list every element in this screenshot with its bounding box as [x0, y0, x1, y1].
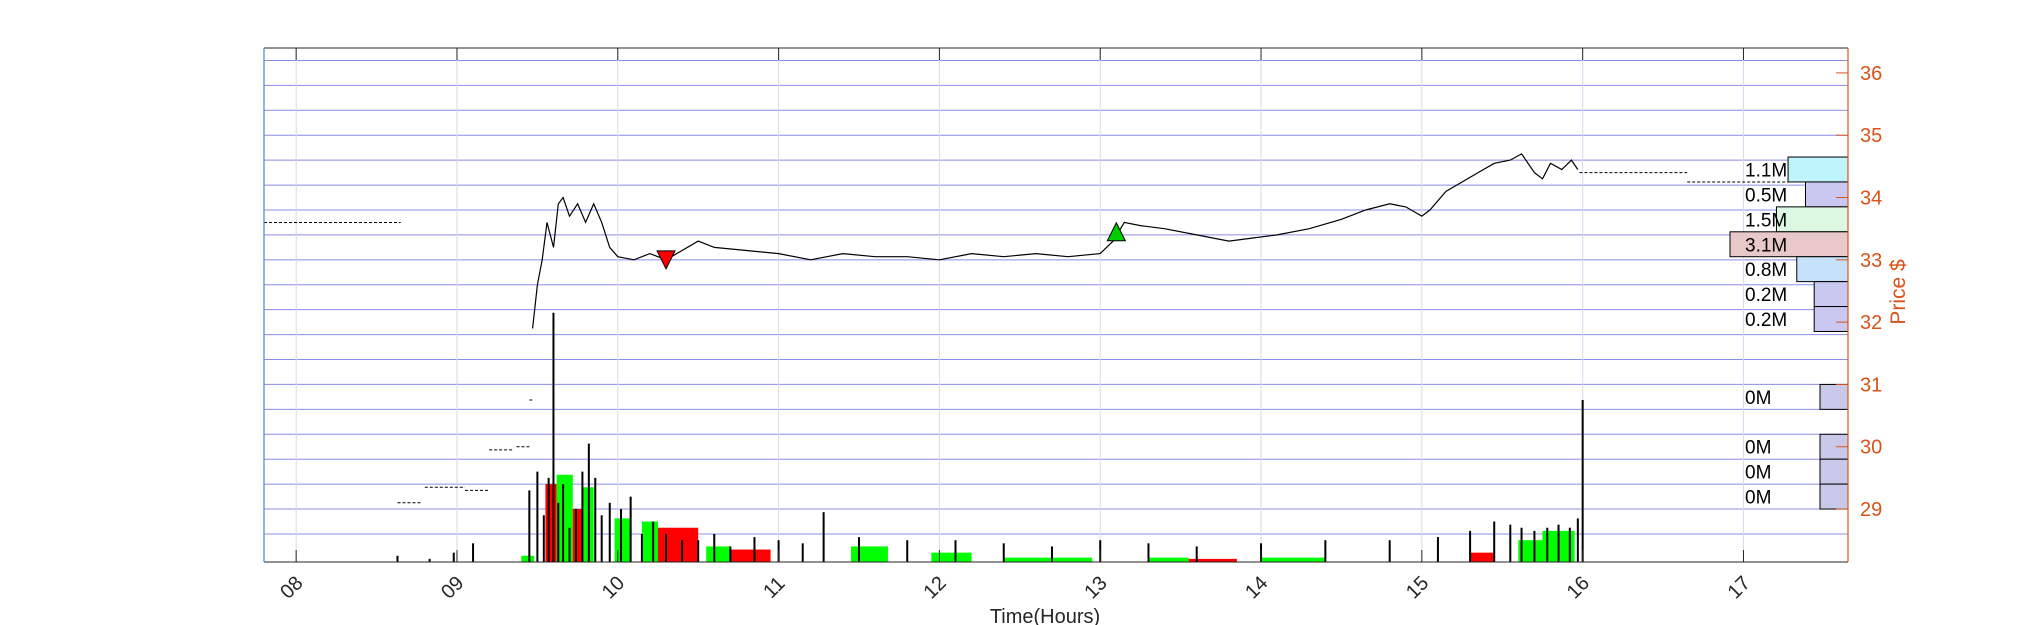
y-tick-label: 36 [1860, 63, 1882, 85]
x-tick-label: 16 [1563, 572, 1594, 603]
profile-label: 0M [1745, 388, 1771, 409]
price-line [532, 153, 1579, 329]
volume-block [850, 546, 888, 562]
profile-bar [1819, 483, 1849, 510]
profile-bar [1796, 256, 1849, 283]
y-tick-label: 34 [1860, 188, 1882, 210]
volume-block [1188, 558, 1237, 562]
volume-profile: 1.1M 0.5M 1.5M 3.1M 0.8M 0.2M 0.2M 0M 0M 0M 0M [1729, 156, 1849, 510]
x-tick-label: 12 [920, 572, 951, 603]
y-axis-label: Price $ [1887, 259, 1910, 325]
x-tick-label: 11 [759, 573, 789, 603]
y-tick-label: 30 [1860, 437, 1882, 459]
profile-label: 1.5M [1745, 210, 1787, 231]
volume-block [572, 509, 583, 562]
y-tick-label: 35 [1860, 125, 1882, 147]
profile-bar [1813, 281, 1849, 308]
x-tick-label: 14 [1241, 572, 1272, 603]
profile-bar [1804, 181, 1849, 208]
volume-block [1148, 557, 1189, 562]
volume-block [641, 521, 658, 562]
x-tick-label: 13 [1080, 572, 1111, 603]
profile-bar [1787, 156, 1849, 183]
buy-marker [1106, 221, 1127, 242]
y-tick-label: 29 [1860, 499, 1882, 521]
profile-label: 3.1M [1745, 235, 1787, 256]
volume-block [614, 518, 631, 562]
y-tick-label: 31 [1860, 374, 1882, 396]
grid-lines [264, 48, 1848, 562]
volume-block [657, 527, 699, 562]
volume-block [706, 546, 731, 562]
x-axis-label: Time(Hours) [990, 606, 1100, 625]
volume-block [545, 484, 557, 562]
price-series [264, 153, 1792, 504]
x-tick-label: 17 [1724, 572, 1755, 603]
volume-block [521, 555, 535, 562]
volume-block [1518, 540, 1543, 562]
volume-block [730, 549, 771, 562]
profile-label: 0.2M [1745, 310, 1787, 331]
x-tick-label: 09 [437, 572, 468, 603]
volume-block [931, 552, 972, 562]
x-tick-label: 10 [598, 572, 629, 603]
volume-block [1261, 557, 1326, 562]
axes: 08 09 10 11 12 13 14 15 16 17 29 30 31 32 33 34 35 36 [263, 47, 1882, 603]
profile-label: 0.8M [1745, 260, 1787, 281]
profile-label: 0M [1745, 438, 1771, 459]
profile-bar [1819, 383, 1849, 410]
y-tick-label: 33 [1860, 250, 1882, 272]
trade-markers [656, 221, 1127, 270]
x-tick-label: 15 [1402, 572, 1433, 603]
profile-label: 0M [1745, 488, 1771, 509]
profile-label: 1.1M [1745, 160, 1787, 181]
x-tick-label: 08 [276, 572, 307, 603]
volume-bars [396, 312, 1584, 562]
sell-marker [656, 250, 676, 270]
profile-label: 0.5M [1745, 185, 1787, 206]
profile-bar [1819, 458, 1849, 485]
profile-label: 0M [1745, 463, 1771, 484]
volume-block [1470, 552, 1495, 562]
profile-label: 0.2M [1745, 285, 1787, 306]
y-tick-label: 32 [1860, 312, 1882, 334]
volume-block [1003, 557, 1093, 562]
profile-bar [1813, 306, 1849, 332]
